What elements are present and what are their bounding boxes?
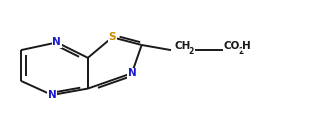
Text: N: N [128,68,136,78]
Text: S: S [109,32,116,42]
Text: H: H [242,41,251,51]
Text: N: N [48,90,56,100]
Text: CH: CH [174,41,191,51]
Text: N: N [52,37,61,47]
Text: 2: 2 [238,47,243,56]
Text: 2: 2 [189,47,194,56]
Text: CO: CO [224,41,240,51]
